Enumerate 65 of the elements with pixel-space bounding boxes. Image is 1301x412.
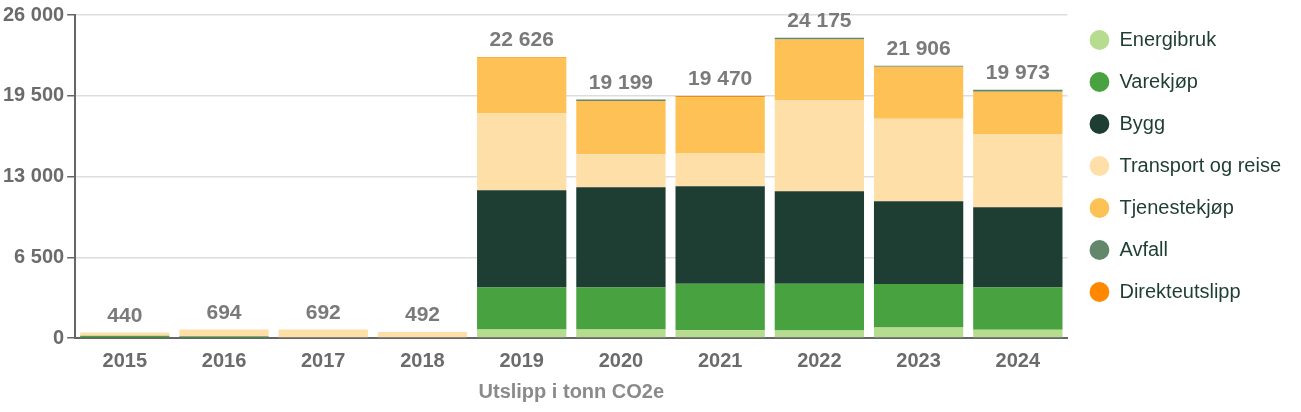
bar xyxy=(675,97,765,154)
bar xyxy=(576,154,666,188)
y-tick-label: 0 xyxy=(53,325,65,348)
x-tick-label: 2021 xyxy=(697,348,743,371)
total-label: 19 199 xyxy=(588,69,654,93)
total-label: 440 xyxy=(107,302,143,326)
bar xyxy=(576,100,666,155)
y-tick-label: 13 000 xyxy=(3,164,65,187)
total-label: 492 xyxy=(404,302,440,326)
legend-label: Bygg xyxy=(1119,111,1166,134)
y-tick-label: 26 000 xyxy=(3,2,65,25)
x-tick-label: 2024 xyxy=(995,348,1041,371)
total-label: 692 xyxy=(305,299,341,323)
bar xyxy=(873,327,964,338)
bar xyxy=(576,329,666,338)
bar xyxy=(576,187,666,288)
bar xyxy=(675,330,765,338)
bar xyxy=(278,329,368,338)
bar xyxy=(477,287,567,330)
bar xyxy=(774,100,865,192)
x-tick-label: 2022 xyxy=(797,348,842,371)
legend-label: Avfall xyxy=(1119,237,1168,260)
y-tick-label: 6 500 xyxy=(14,244,65,267)
bar xyxy=(477,113,567,191)
bar xyxy=(774,283,865,331)
bar xyxy=(973,329,1063,338)
x-tick-label: 2016 xyxy=(201,348,247,371)
total-label: 21 906 xyxy=(886,36,951,60)
legend-label: Transport og reise xyxy=(1119,153,1282,176)
bar xyxy=(675,153,765,187)
bar xyxy=(873,118,964,202)
bar xyxy=(774,191,865,284)
total-label: 19 470 xyxy=(688,66,753,90)
bar xyxy=(774,39,865,101)
x-tick-label: 2023 xyxy=(896,348,941,371)
legend-label: Tjenestekjøp xyxy=(1119,195,1234,218)
total-label: 19 973 xyxy=(985,60,1050,84)
bar xyxy=(576,287,666,330)
x-tick-label: 2020 xyxy=(598,348,644,371)
x-tick-label: 2017 xyxy=(300,348,346,371)
x-tick-label: 2015 xyxy=(102,348,148,371)
bar xyxy=(873,201,964,285)
bar xyxy=(179,329,269,337)
legend-label: Varekjøp xyxy=(1119,69,1198,92)
bar xyxy=(377,331,468,338)
bar xyxy=(973,287,1063,330)
bar xyxy=(873,284,964,328)
bar xyxy=(477,190,567,288)
bar xyxy=(973,91,1063,134)
total-label: 22 626 xyxy=(489,27,554,51)
bar xyxy=(477,57,567,114)
bar xyxy=(873,66,964,119)
bar xyxy=(973,133,1063,208)
x-tick-label: 2019 xyxy=(499,348,544,371)
x-tick-label: 2018 xyxy=(400,348,445,371)
bar xyxy=(675,283,765,331)
x-axis-title: Utslipp i tonn CO2e xyxy=(478,379,665,402)
bar xyxy=(675,186,765,284)
y-tick-label: 19 500 xyxy=(3,83,65,106)
legend-label: Energibruk xyxy=(1119,27,1218,50)
legend-label: Direkteutslipp xyxy=(1119,279,1241,302)
total-label: 694 xyxy=(206,299,242,323)
bar xyxy=(477,329,567,338)
bar xyxy=(973,207,1063,288)
total-label: 24 175 xyxy=(787,7,852,31)
